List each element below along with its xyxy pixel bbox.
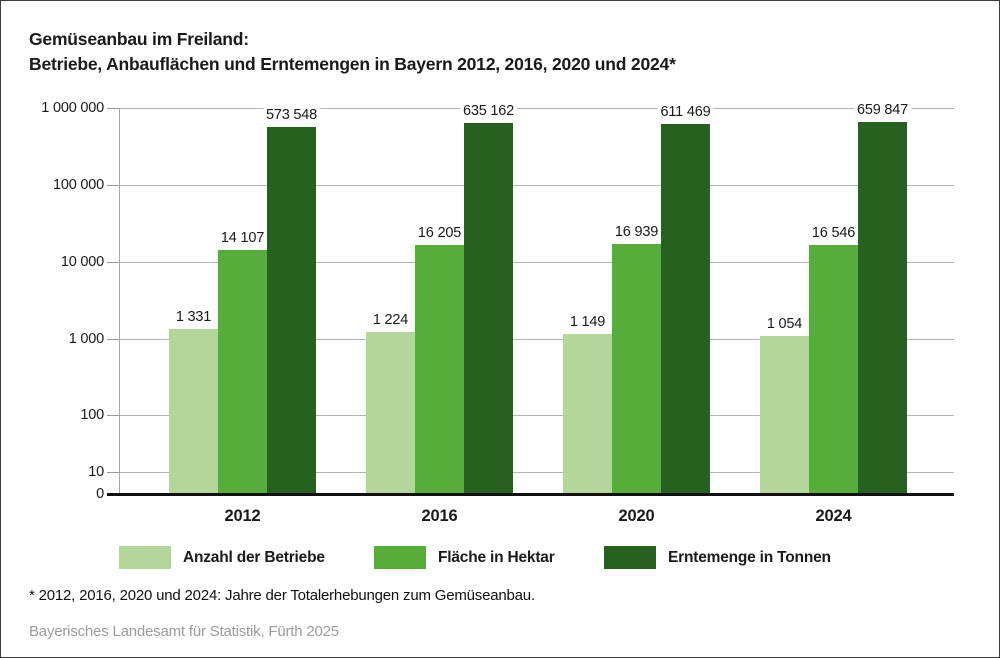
- y-axis-tick-label: 100: [80, 407, 104, 423]
- bar: [809, 244, 858, 494]
- legend-label: Erntemenge in Tonnen: [668, 549, 831, 566]
- legend-swatch: [604, 546, 656, 569]
- bar: [169, 328, 218, 494]
- chart-title-line2: Betriebe, Anbauflächen und Erntemengen i…: [29, 54, 676, 74]
- bar: [661, 124, 710, 494]
- source-text: Bayerisches Landesamt für Statistik, Für…: [29, 623, 339, 640]
- y-axis-tick-label: 100 000: [52, 177, 104, 193]
- bar: [760, 336, 809, 494]
- bar: [464, 123, 513, 494]
- bar: [612, 243, 661, 494]
- gridline: [119, 472, 954, 473]
- bar-value-label: 611 469: [657, 104, 714, 121]
- footnote-text: * 2012, 2016, 2020 und 2024: Jahre der T…: [29, 587, 535, 604]
- x-axis-tick-label: 2016: [421, 507, 458, 525]
- bar-value-label: 1 149: [566, 313, 609, 330]
- y-axis-tick-label: 10: [88, 464, 104, 480]
- y-axis-tick: [107, 472, 119, 473]
- y-axis-tick-label: 0: [96, 486, 104, 502]
- bar-value-label: 1 224: [369, 311, 412, 328]
- bar-value-label: 1 054: [763, 316, 806, 333]
- x-axis-baseline: [107, 493, 954, 496]
- y-axis-tick-label: 1 000: [68, 331, 104, 347]
- bar-value-label: 1 331: [172, 308, 215, 325]
- y-axis-tick: [107, 262, 119, 263]
- legend-swatch: [119, 546, 171, 569]
- bar-value-label: 16 205: [414, 225, 465, 242]
- chart-title: Gemüseanbau im Freiland: Betriebe, Anbau…: [29, 27, 676, 77]
- bar-value-label: 659 847: [853, 101, 912, 118]
- y-axis-tick: [107, 185, 119, 186]
- gridline: [119, 415, 954, 416]
- bar-value-label: 16 546: [808, 224, 859, 241]
- bar-value-label: 14 107: [217, 230, 268, 247]
- legend-label: Fläche in Hektar: [438, 549, 555, 566]
- y-axis-tick-label: 1 000 000: [41, 100, 104, 116]
- bar: [858, 121, 907, 494]
- bar: [267, 126, 316, 494]
- gridline: [119, 262, 954, 263]
- bar: [218, 250, 267, 494]
- x-axis-tick-label: 2012: [224, 507, 261, 525]
- legend-label: Anzahl der Betriebe: [183, 549, 325, 566]
- y-axis-tick: [107, 415, 119, 416]
- bar-value-label: 16 939: [611, 223, 662, 240]
- gridline: [119, 108, 954, 109]
- gridline: [119, 339, 954, 340]
- y-axis-tick-label: 10 000: [60, 254, 104, 270]
- bar-value-label: 573 548: [262, 106, 321, 123]
- gridline: [119, 185, 954, 186]
- legend-swatch: [374, 546, 426, 569]
- bar: [366, 331, 415, 494]
- bar-value-label: 635 162: [459, 103, 518, 120]
- x-axis-tick-label: 2024: [815, 507, 852, 525]
- y-axis-tick: [107, 108, 119, 109]
- bar: [563, 333, 612, 494]
- y-axis-tick: [107, 339, 119, 340]
- bar: [415, 245, 464, 494]
- chart-title-line1: Gemüseanbau im Freiland:: [29, 29, 249, 49]
- y-axis-line: [119, 108, 120, 494]
- x-axis-tick-label: 2020: [618, 507, 655, 525]
